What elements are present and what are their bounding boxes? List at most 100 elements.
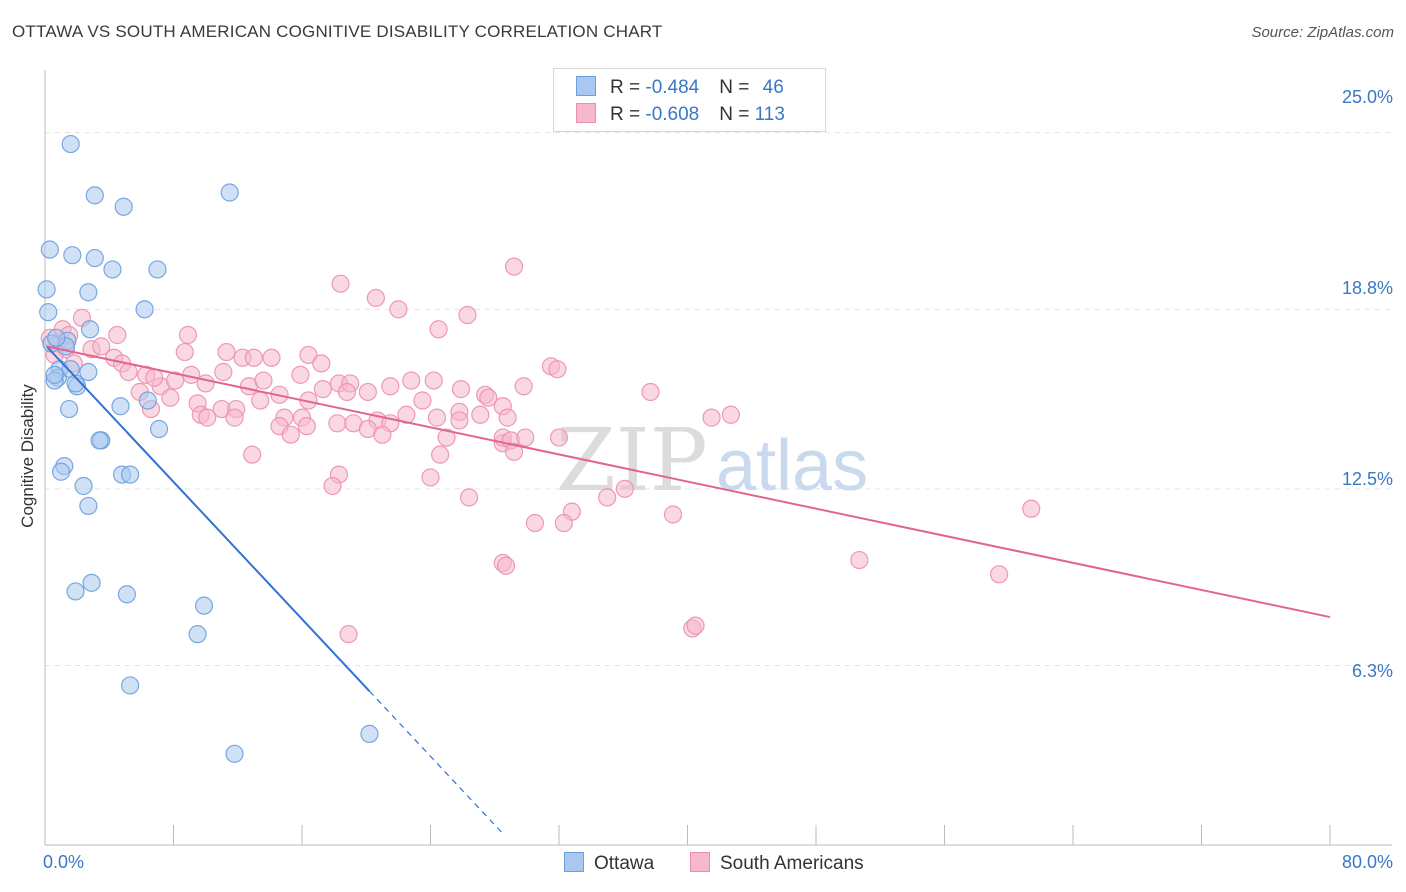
ottawa-point-19: [79, 362, 98, 382]
south-americans-point-55: [479, 388, 498, 407]
south-americans-point-110: [458, 305, 477, 325]
south-americans-point-43: [161, 388, 180, 407]
ottawa-trend-line: [45, 345, 371, 692]
ottawa-point-3: [220, 183, 239, 202]
ottawa-point-6: [85, 248, 104, 268]
south-americans-point-39: [514, 377, 533, 396]
legend-row-south-americans: R = -0.608 N = 113: [576, 103, 785, 126]
south-americans-point-89: [598, 488, 617, 507]
watermark-atlas: atlas: [716, 426, 868, 506]
south-americans-point-36: [424, 371, 443, 390]
south-americans-point-84: [243, 445, 262, 464]
ottawa-point-25: [66, 374, 85, 393]
south-americans-point-95: [1022, 499, 1041, 518]
stats-legend: R = -0.484 N = 46 R = -0.608 N = 113: [553, 68, 826, 132]
ottawa-point-45: [360, 724, 379, 743]
south-americans-point-81: [281, 425, 300, 444]
ottawa-r-value: -0.484: [645, 77, 700, 98]
south-americans-point-104: [702, 408, 721, 427]
ottawa-point-40: [117, 585, 137, 604]
ottawa-n-value: 46: [762, 77, 784, 98]
ottawa-point-5: [63, 246, 82, 265]
ottawa-point-9: [37, 280, 56, 299]
ottawa-swatch: [576, 76, 596, 96]
south-americans-point-94: [663, 505, 683, 524]
ottawa-point-39: [66, 582, 85, 601]
ottawa-point-8: [148, 260, 167, 279]
south-americans-point-18: [262, 348, 281, 367]
south-americans-point-37: [451, 380, 471, 399]
south-americans-point-34: [381, 377, 400, 396]
south-americans-point-97: [496, 556, 516, 575]
south-americans-point-20: [312, 354, 331, 373]
south-americans-point-83: [504, 442, 524, 461]
south-americans-point-27: [196, 374, 215, 393]
south-americans-point-107: [331, 274, 350, 293]
ottawa-point-12: [39, 303, 58, 322]
y-tick-18-8: 18.8%: [1341, 278, 1393, 298]
ottawa-point-0: [61, 134, 80, 154]
ottawa-point-29: [149, 419, 169, 439]
south-americans-point-86: [421, 468, 440, 487]
south-americans-legend-swatch: [690, 852, 710, 872]
bottom-legend-south-americans: South Americans: [690, 852, 864, 875]
ottawa-point-24: [45, 365, 64, 384]
ottawa-point-7: [103, 260, 122, 279]
south-americans-point-53: [413, 391, 432, 410]
ottawa-point-10: [79, 283, 98, 302]
south-americans-point-112: [504, 257, 524, 276]
south-americans-point-59: [225, 408, 244, 427]
south-americans-point-102: [339, 625, 358, 644]
south-americans-trend-line: [46, 345, 1331, 619]
bottom-legend-ottawa: Ottawa: [564, 852, 654, 875]
south-americans-point-66: [427, 408, 447, 427]
south-americans-point-92: [554, 513, 573, 533]
south-americans-point-15: [217, 342, 236, 362]
ottawa-points: [37, 134, 379, 763]
ottawa-legend-swatch: [564, 852, 584, 872]
ottawa-point-27: [111, 397, 130, 416]
y-tick-12-5: 12.5%: [1341, 469, 1393, 489]
south-americans-point-14: [178, 325, 198, 345]
south-americans-point-28: [214, 362, 233, 382]
south-americans-point-101: [686, 616, 705, 635]
south-americans-point-25: [166, 371, 185, 390]
y-axis-label: Cognitive Disability: [18, 384, 37, 528]
south-americans-point-13: [175, 342, 194, 362]
south-americans-point-35: [402, 371, 421, 390]
ottawa-point-1: [85, 186, 104, 205]
south-americans-point-109: [389, 300, 408, 319]
south-americans-point-52: [358, 382, 377, 402]
south-americans-point-68: [471, 405, 490, 424]
south-americans-point-67: [450, 411, 469, 430]
south-americans-point-82: [431, 445, 450, 464]
south-americans-point-80: [549, 428, 569, 447]
ottawa-point-2: [114, 197, 133, 216]
ottawa-point-35: [121, 465, 140, 484]
south-americans-point-87: [323, 476, 342, 496]
legend-row-ottawa: R = -0.484 N = 46: [576, 76, 784, 99]
south-americans-point-111: [429, 320, 448, 339]
south-americans-point-17: [244, 348, 263, 367]
south-americans-point-50: [313, 380, 332, 399]
y-tick-25: 25.0%: [1341, 87, 1393, 107]
x-tick-min: 0.0%: [43, 852, 85, 872]
south-americans-point-30: [254, 371, 273, 390]
ottawa-point-38: [82, 573, 101, 592]
ottawa-point-17: [47, 328, 66, 347]
south-americans-point-75: [437, 428, 456, 447]
south-americans-point-12: [108, 325, 127, 345]
south-americans-point-51: [337, 382, 357, 402]
ottawa-point-42: [188, 625, 207, 644]
chart-title: OTTAWA VS SOUTH AMERICAN COGNITIVE DISAB…: [12, 22, 663, 41]
ottawa-point-11: [135, 300, 154, 319]
south-americans-point-21: [119, 362, 138, 382]
south-americans-point-9: [92, 337, 111, 356]
ottawa-point-43: [121, 676, 140, 695]
south-americans-point-108: [366, 288, 385, 308]
ottawa-point-13: [80, 320, 100, 339]
trend-lines: [45, 345, 1331, 834]
ottawa-point-4: [40, 240, 59, 259]
ottawa-point-44: [225, 744, 244, 763]
south-americans-point-105: [721, 405, 740, 424]
